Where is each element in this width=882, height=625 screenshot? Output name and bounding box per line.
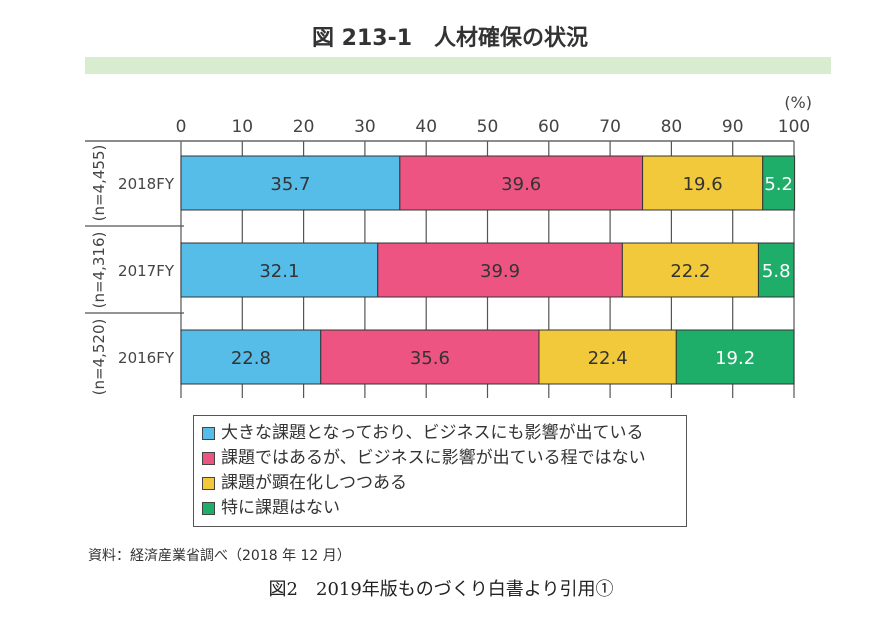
tick-label: 100	[778, 117, 810, 137]
bar-segment	[621, 242, 759, 298]
legend-swatch	[202, 502, 215, 515]
tick-label: 50	[477, 117, 499, 137]
sample-size-label: (n=4,455)	[90, 145, 108, 222]
category-label: 2017FY	[118, 262, 175, 280]
data-label: 19.6	[683, 174, 723, 195]
bar-segment	[180, 329, 322, 385]
data-label: 32.1	[259, 261, 299, 282]
legend-label: 大きな課題となっており、ビジネスにも影響が出ている	[221, 423, 644, 443]
bar-segment	[762, 155, 796, 211]
tick-label: 70	[599, 117, 621, 137]
data-label: 22.2	[670, 261, 710, 282]
legend-swatch	[202, 477, 215, 490]
tick-label: 20	[293, 117, 315, 137]
legend-item: 課題ではあるが、ビジネスに影響が出ている程ではない	[202, 446, 678, 471]
data-label: 22.4	[588, 348, 628, 369]
data-label: 5.2	[764, 174, 793, 195]
sample-size-label: (n=4,520)	[90, 319, 108, 396]
tick-label: 10	[231, 117, 253, 137]
data-label: 39.9	[480, 261, 520, 282]
data-label: 39.6	[501, 174, 541, 195]
legend-label: 課題が顕在化しつつある	[221, 473, 407, 493]
bar-segment	[180, 155, 401, 211]
bar-chart: (%) 0 10 20 30 40 50 60 70 80 90 100 2018FY (n=4,455)…	[85, 93, 812, 398]
sample-size-label: (n=4,316)	[90, 232, 108, 309]
data-label: 22.8	[231, 348, 271, 369]
data-label: 35.7	[270, 174, 310, 195]
legend-item: 特に課題はない	[202, 496, 678, 521]
legend: 大きな課題となっており、ビジネスにも影響が出ている 課題ではあるが、ビジネスに影響…	[193, 415, 687, 527]
tick-label: 30	[354, 117, 376, 137]
bar-segment	[377, 242, 623, 298]
legend-label: 特に課題はない	[221, 498, 340, 518]
legend-swatch	[202, 427, 215, 440]
legend-swatch	[202, 452, 215, 465]
legend-item: 課題が顕在化しつつある	[202, 471, 678, 496]
source-note: 資料：経済産業省調べ（2018 年 12 月）	[88, 548, 351, 564]
bar-segment	[320, 329, 540, 385]
bar-segment	[538, 329, 677, 385]
figure-caption: 図2 2019年版ものづくり白書より引用①	[268, 579, 614, 600]
data-label: 5.8	[762, 261, 791, 282]
data-label: 35.6	[410, 348, 450, 369]
tick-label: 40	[415, 117, 437, 137]
tick-label: 90	[722, 117, 744, 137]
legend-label: 課題ではあるが、ビジネスに影響が出ている程ではない	[221, 448, 646, 468]
tick-label: 0	[176, 117, 187, 137]
category-label: 2018FY	[118, 175, 175, 193]
tick-label: 80	[661, 117, 683, 137]
tick-label: 60	[538, 117, 560, 137]
bar-segment	[180, 242, 379, 298]
data-label: 19.2	[715, 348, 755, 369]
category-label: 2016FY	[118, 349, 175, 367]
title-band	[85, 57, 831, 74]
unit-label: (%)	[784, 93, 812, 112]
bar-segment	[757, 242, 795, 298]
chart-title: 図 213-1 人材確保の状況	[311, 26, 589, 51]
bar-segment	[675, 329, 795, 385]
legend-item: 大きな課題となっており、ビジネスにも影響が出ている	[202, 421, 678, 446]
